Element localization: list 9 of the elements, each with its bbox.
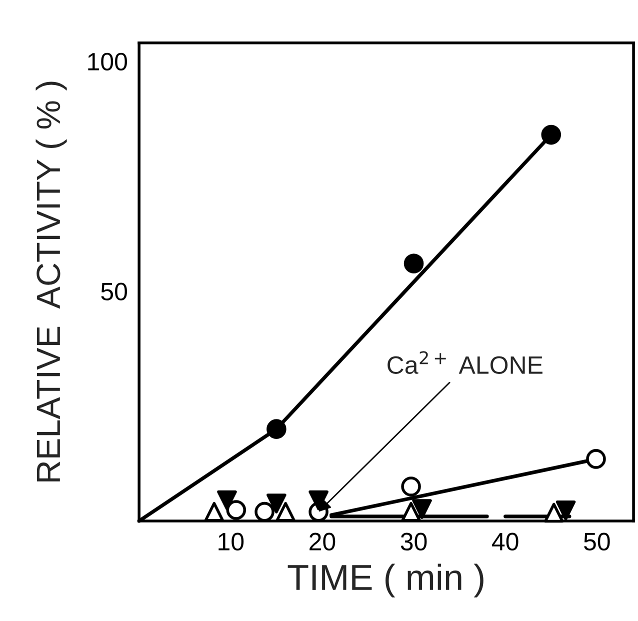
y-axis-title: RELATIVE ACTIVITY ( % ) [36, 82, 67, 482]
x-tick-label: 50 [584, 532, 610, 550]
y-tick-label: 100 [88, 52, 127, 71]
x-tick-label: 20 [310, 532, 336, 550]
x-axis-title: TIME ( min ) [288, 564, 484, 598]
x-tick-label: 10 [218, 532, 244, 550]
x-tick-label: 30 [400, 532, 427, 550]
annotation: Ca$^{2+}$ ALONE [388, 351, 542, 374]
x-tick-label: 40 [492, 532, 518, 550]
